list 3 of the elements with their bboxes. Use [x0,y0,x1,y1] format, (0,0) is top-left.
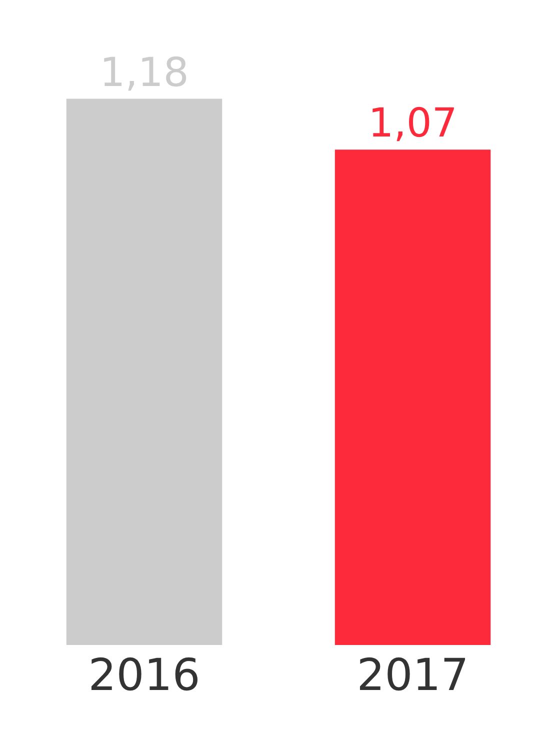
x-tick-label: 2017 [356,650,469,701]
x-tick-label: 2016 [88,650,200,701]
data-label: 1,07 [368,100,458,147]
